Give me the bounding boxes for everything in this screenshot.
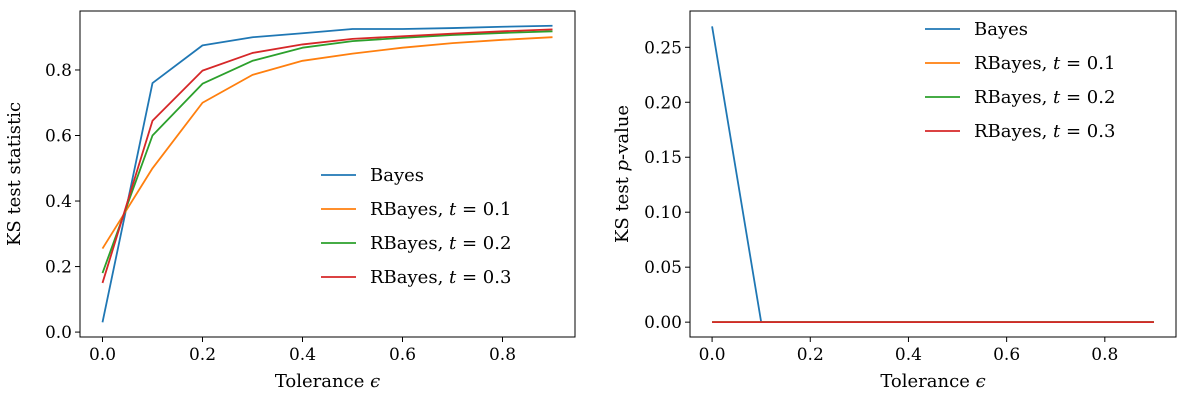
x-axis-label: Tolerance ϵ — [275, 371, 380, 392]
y-tick-label: 0.00 — [644, 313, 682, 333]
x-tick-label: 0.2 — [189, 345, 216, 365]
legend-label: RBayes, t = 0.1 — [370, 199, 511, 220]
legend-label: RBayes, t = 0.2 — [974, 87, 1115, 108]
y-tick-label: 0.2 — [45, 258, 72, 278]
x-tick-label: 0.2 — [797, 345, 824, 365]
y-tick-label: 0.8 — [45, 61, 72, 81]
x-axis-label: Tolerance ϵ — [880, 371, 985, 392]
legend: Bayes RBayes, t = 0.1 RBayes, t = 0.2 RBaye… — [321, 165, 511, 288]
y-tick-label: 0.10 — [644, 203, 682, 223]
legend-label: RBayes, t = 0.3 — [370, 267, 511, 288]
y-tick-label: 0.05 — [644, 258, 682, 278]
legend-label: RBayes, t = 0.1 — [974, 53, 1115, 74]
series-line-4 — [101, 28, 553, 284]
plot-frame — [689, 10, 1177, 338]
series-line-1 — [101, 24, 553, 323]
x-tick-label: 0.8 — [1091, 345, 1118, 365]
x-tick-label: 0.0 — [699, 345, 726, 365]
x-tick-label: 0.6 — [993, 345, 1020, 365]
x-tick-label: 0.4 — [289, 345, 316, 365]
legend-label: RBayes, t = 0.2 — [370, 233, 511, 254]
x-tick-label: 0.6 — [389, 345, 416, 365]
series-line-2 — [101, 36, 553, 250]
y-axis-label: KS test statistic — [4, 102, 25, 246]
plot-frame — [79, 10, 576, 338]
x-tick-label: 0.4 — [895, 345, 922, 365]
x-tick-label: 0.0 — [89, 345, 116, 365]
y-tick-label: 0.25 — [644, 38, 682, 58]
chart-1: 0.0 0.2 0.4 0.6 0.8 0.0 0.2 0.4 0.6 0.8 Tolerance … — [4, 10, 576, 392]
legend: Bayes RBayes, t = 0.1 RBayes, t = 0.2 RBaye… — [925, 19, 1115, 142]
y-tick-label: 0.20 — [644, 93, 682, 113]
legend-label: Bayes — [974, 19, 1028, 40]
legend-label: RBayes, t = 0.3 — [974, 121, 1115, 142]
legend-label: Bayes — [370, 165, 424, 186]
series-line-3 — [101, 30, 553, 274]
y-tick-label: 0.0 — [45, 323, 72, 343]
y-tick-label: 0.4 — [45, 192, 72, 212]
chart-2: 0.0 0.2 0.4 0.6 0.8 0.00 0.05 0.10 0.15 0.20 0.25 T… — [612, 10, 1177, 392]
y-axis-label: KS test p-value — [612, 105, 633, 243]
y-tick-label: 0.15 — [644, 148, 682, 168]
y-tick-label: 0.6 — [45, 127, 72, 147]
x-tick-label: 0.8 — [489, 345, 516, 365]
